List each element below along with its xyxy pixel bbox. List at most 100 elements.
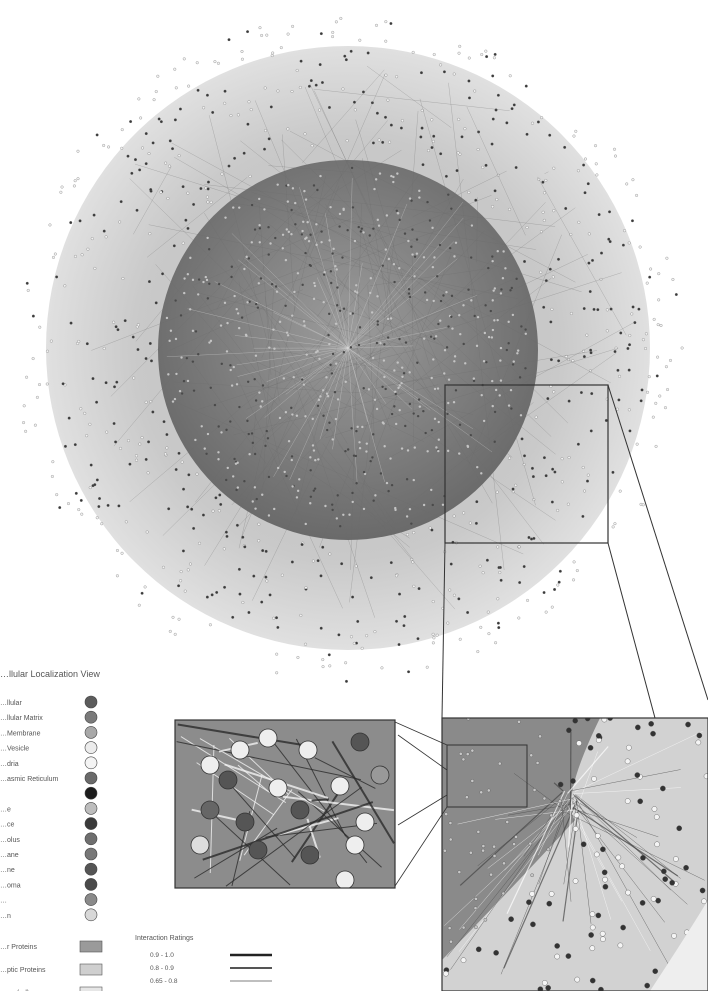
protein-node [208,623,212,627]
protein-node [359,230,363,233]
protein-node [328,421,331,424]
protein-node [169,329,173,332]
protein-node [171,615,175,619]
protein-node [625,889,631,896]
protein-node [300,233,304,236]
protein-node [587,744,594,751]
protein-node [247,432,250,436]
edge [355,239,451,355]
protein-node [316,404,320,408]
protein-node [469,434,473,437]
protein-node [499,346,503,350]
protein-node [291,485,294,488]
protein-node [371,141,375,145]
protein-node [252,574,256,578]
protein-node [430,428,434,432]
edge [468,234,562,466]
protein-node [331,508,334,512]
protein-node [185,356,189,360]
protein-node [482,419,486,423]
protein-node [487,335,491,339]
protein-node [179,579,183,583]
protein-node [587,261,591,265]
protein-node [236,113,240,117]
protein-node [443,970,449,977]
protein-node [199,187,203,190]
protein-node [304,251,307,255]
protein-node [290,458,293,462]
edge [289,130,576,283]
edge [386,317,493,504]
protein-node [495,198,499,201]
protein-node [498,571,502,574]
protein-node [546,397,550,401]
protein-node [285,228,288,231]
protein-node [259,405,262,408]
protein-node [335,268,338,271]
protein-node [646,390,650,394]
protein-node [85,434,89,438]
protein-node [519,414,523,417]
protein-node [237,326,241,330]
protein-node [129,120,133,124]
legend-item-label: …llular [0,700,22,707]
edge [376,402,534,532]
protein-node [322,389,325,392]
protein-node [126,154,130,158]
protein-node [387,257,391,261]
protein-node [512,360,515,363]
protein-node [530,921,536,928]
protein-node [543,191,547,195]
protein-node [431,265,435,269]
protein-node [656,323,660,327]
protein-node [95,478,99,482]
protein-node [425,665,429,669]
protein-node [499,359,502,362]
legend-swatch [84,847,98,861]
protein-node [118,220,122,224]
protein-node [220,362,223,366]
protein-node [386,336,390,339]
protein-node [217,451,220,454]
protein-node [566,727,572,734]
protein-node [26,288,30,292]
protein-node [458,637,462,641]
protein-node [235,812,255,832]
protein-node [628,334,632,337]
protein-node [102,143,106,147]
protein-node [504,267,507,270]
edge [294,301,349,516]
edge [450,800,568,970]
protein-node [335,870,355,888]
protein-node [651,415,655,419]
edge [325,347,619,439]
protein-node [509,388,513,392]
protein-node [319,626,323,630]
protein-node [652,968,659,975]
edge [500,798,572,975]
edge [506,790,566,914]
protein-node [455,169,459,173]
protein-node [467,56,471,60]
protein-node [162,420,166,424]
edge [246,348,390,410]
protein-node [327,653,331,657]
protein-node [469,256,473,259]
protein-node [342,351,346,354]
protein-node [261,384,265,387]
protein-node [353,108,357,112]
protein-node [346,448,350,451]
protein-node [600,846,606,853]
protein-node [336,398,340,401]
protein-node [494,641,498,645]
protein-node [331,438,334,441]
protein-node [443,848,447,853]
protein-node [194,438,197,442]
protein-node [48,223,52,227]
protein-node [442,70,446,74]
protein-node [281,247,284,250]
legend-item-label: …ne [0,867,15,874]
protein-node [325,376,328,379]
protein-node [628,429,632,433]
protein-node [302,220,305,224]
